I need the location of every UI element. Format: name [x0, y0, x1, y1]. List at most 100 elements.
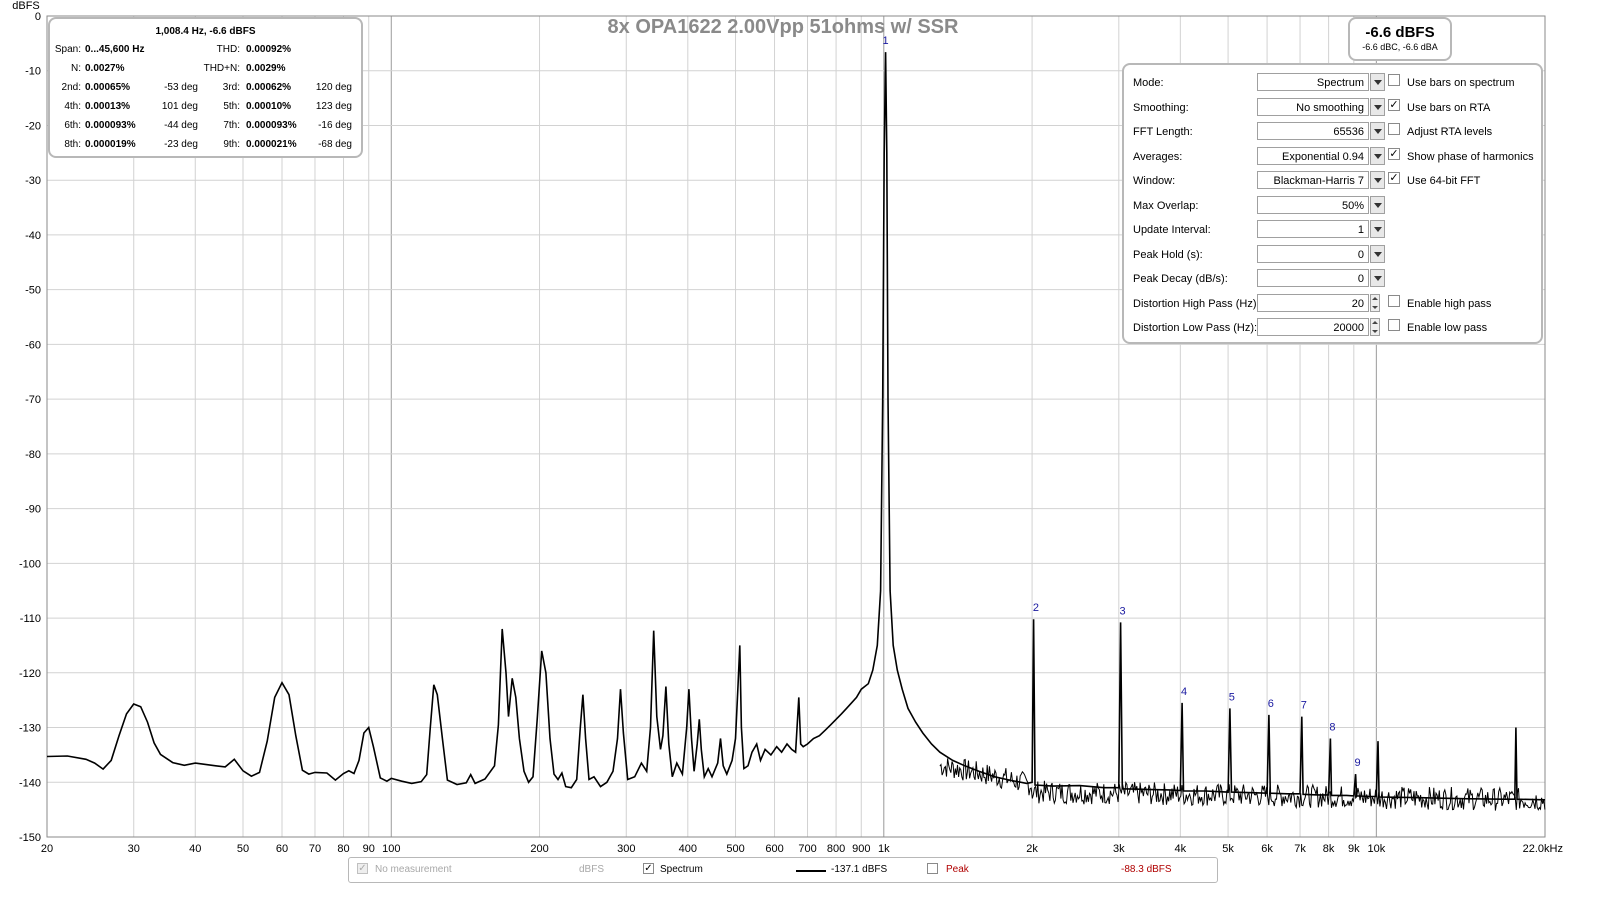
- stats-row-harmonic: 6th: 0.000093% -44 deg 7th: 0.000093% -1…: [50, 120, 361, 134]
- harmonic-marker-label: 2: [1033, 602, 1039, 614]
- y-tick-label: -10: [25, 66, 41, 78]
- harmonic-value: 0.00062%: [246, 82, 292, 93]
- use-64bit-fft-label: Use 64-bit FFT: [1407, 175, 1481, 187]
- y-tick-label: -120: [19, 668, 41, 680]
- distortion-stats-box: 1,008.4 Hz, -6.6 dBFS Span: 0...45,600 H…: [48, 17, 363, 158]
- y-tick-label: -130: [19, 723, 41, 735]
- setting-fft-length: FFT Length: 65536 Adjust RTA levels: [1124, 122, 1541, 142]
- smoothing-value: No smoothing: [1296, 102, 1364, 114]
- averages-label: Averages:: [1133, 151, 1183, 163]
- spinner-arrows-icon[interactable]: [1370, 318, 1380, 336]
- use-64bit-fft-checkbox[interactable]: ✓: [1388, 172, 1400, 184]
- max-overlap-select[interactable]: 50%: [1257, 196, 1369, 214]
- spectrum-checkbox[interactable]: ✓: [643, 863, 654, 874]
- y-tick-label: 0: [35, 11, 41, 23]
- x-tick-label: 50: [237, 843, 249, 855]
- chevron-down-icon[interactable]: [1370, 171, 1385, 189]
- chevron-down-icon[interactable]: [1370, 122, 1385, 140]
- no-measurement-label: No measurement: [375, 864, 452, 875]
- harmonic-marker-label: 9: [1355, 757, 1361, 769]
- harmonic-label: 3rd:: [222, 82, 240, 93]
- x-axis: 20 30 40 50 60 70 80 90 100 200 300 400 500 600 700 800…: [41, 843, 1563, 855]
- adjust-rta-label: Adjust RTA levels: [1407, 126, 1493, 138]
- use-bars-rta-label: Use bars on RTA: [1407, 102, 1491, 114]
- dist-high-pass-value: 20: [1351, 298, 1364, 310]
- enable-high-pass-checkbox[interactable]: [1388, 295, 1400, 307]
- x-tick-label: 70: [309, 843, 321, 855]
- adjust-rta-checkbox[interactable]: [1388, 123, 1400, 135]
- chevron-down-icon[interactable]: [1370, 73, 1385, 91]
- harmonic-value: 0.000093%: [85, 120, 136, 131]
- x-tick-label: 200: [530, 843, 548, 855]
- stats-row-noise: N: 0.0027% THD+N: 0.0029%: [50, 63, 361, 77]
- series-line-spectrum: [46, 52, 1546, 801]
- chevron-down-icon[interactable]: [1370, 196, 1385, 214]
- mode-select[interactable]: Spectrum: [1257, 73, 1369, 91]
- x-tick-label: 100: [382, 843, 400, 855]
- setting-window: Window: Blackman-Harris 7 ✓ Use 64-bit F…: [1124, 171, 1541, 191]
- x-tick-label: 22.0kHz: [1523, 843, 1563, 855]
- chevron-down-icon[interactable]: [1370, 147, 1385, 165]
- harmonic-value: 0.000019%: [85, 139, 136, 150]
- averages-select[interactable]: Exponential 0.94: [1257, 147, 1369, 165]
- setting-peak-decay: Peak Decay (dB/s): 0: [1124, 269, 1541, 289]
- setting-dist-low-pass: Distortion Low Pass (Hz): 20000 Enable l…: [1124, 318, 1541, 338]
- update-interval-value: 1: [1357, 224, 1364, 236]
- peak-hold-select[interactable]: 0: [1257, 245, 1369, 263]
- y-tick-label: -110: [20, 613, 41, 625]
- chevron-down-icon[interactable]: [1370, 98, 1385, 116]
- x-tick-label: 9k: [1348, 843, 1360, 855]
- enable-high-pass-label: Enable high pass: [1407, 298, 1492, 310]
- check-icon: ✓: [1389, 148, 1399, 160]
- chevron-down-icon[interactable]: [1370, 220, 1385, 238]
- stats-row-harmonic: 4th: 0.00013% 101 deg 5th: 0.00010% 123 …: [50, 101, 361, 115]
- setting-smoothing: Smoothing: No smoothing ✓ Use bars on RT…: [1124, 98, 1541, 118]
- chevron-down-icon[interactable]: [1370, 269, 1385, 287]
- harmonic-phase: -16 deg: [318, 120, 352, 131]
- thd-label: THD:: [216, 44, 240, 55]
- dist-high-pass-input[interactable]: 20: [1257, 294, 1369, 312]
- check-icon: ✓: [1389, 99, 1399, 111]
- use-bars-spectrum-checkbox[interactable]: [1388, 74, 1400, 86]
- enable-low-pass-checkbox[interactable]: [1388, 319, 1400, 331]
- dist-low-pass-label: Distortion Low Pass (Hz):: [1133, 322, 1258, 334]
- harmonic-phase: 123 deg: [315, 101, 352, 112]
- peak-decay-select[interactable]: 0: [1257, 269, 1369, 287]
- window-select[interactable]: Blackman-Harris 7: [1257, 171, 1369, 189]
- x-tick-label: 3k: [1113, 843, 1125, 855]
- peak-decay-value: 0: [1357, 273, 1364, 285]
- harmonic-label: 8th:: [64, 139, 81, 150]
- smoothing-select[interactable]: No smoothing: [1257, 98, 1369, 116]
- spectrum-line-swatch: [796, 870, 826, 872]
- dist-low-pass-input[interactable]: 20000: [1257, 318, 1369, 336]
- plot-frame: [46, 15, 1546, 838]
- y-tick-label: -50: [25, 285, 41, 297]
- setting-max-overlap: Max Overlap: 50%: [1124, 196, 1541, 216]
- use-bars-rta-checkbox[interactable]: ✓: [1388, 99, 1400, 111]
- fft-length-select[interactable]: 65536: [1257, 122, 1369, 140]
- harmonic-marker-label: 5: [1229, 691, 1235, 703]
- stats-row-harmonic: 2nd: 0.00065% -53 deg 3rd: 0.00062% 120 …: [50, 82, 361, 96]
- y-tick-label: -60: [25, 339, 41, 351]
- no-measurement-checkbox[interactable]: ✓: [357, 863, 368, 874]
- thdn-value: 0.0029%: [246, 63, 286, 74]
- mode-label: Mode:: [1133, 77, 1164, 89]
- show-phase-checkbox[interactable]: ✓: [1388, 148, 1400, 160]
- update-interval-select[interactable]: 1: [1257, 220, 1369, 238]
- y-tick-label: -20: [25, 120, 41, 132]
- peak-checkbox[interactable]: [927, 863, 938, 874]
- span-value: 0...45,600 Hz: [85, 44, 145, 55]
- spectrum-legend-label: Spectrum: [660, 864, 703, 875]
- harmonic-phase: -44 deg: [164, 120, 198, 131]
- level-dbfs: -6.6 dBFS: [1365, 24, 1435, 41]
- chevron-down-icon[interactable]: [1370, 245, 1385, 263]
- check-icon: ✓: [1389, 172, 1399, 184]
- spinner-arrows-icon[interactable]: [1370, 294, 1380, 312]
- level-weighted: -6.6 dBC, -6.6 dBA: [1362, 42, 1438, 52]
- setting-averages: Averages: Exponential 0.94 ✓ Show phase …: [1124, 147, 1541, 167]
- x-tick-label: 20: [41, 843, 53, 855]
- thd-value: 0.00092%: [246, 44, 292, 55]
- stats-row-span: Span: 0...45,600 Hz THD: 0.00092%: [50, 44, 361, 58]
- window-value: Blackman-Harris 7: [1273, 175, 1364, 187]
- x-tick-label: 400: [679, 843, 697, 855]
